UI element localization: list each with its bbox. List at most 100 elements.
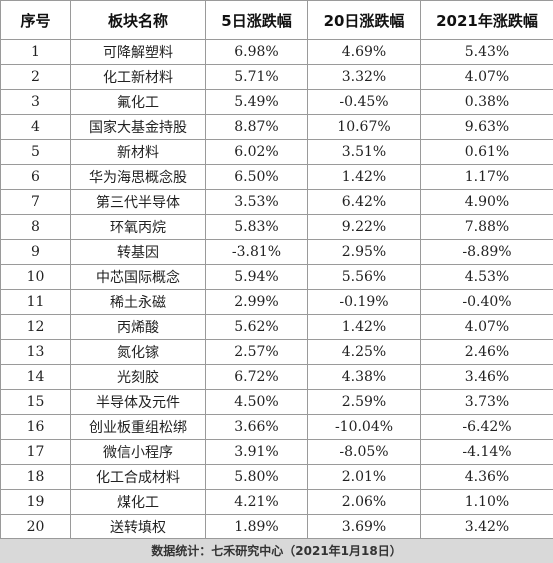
- row-index-cell: 16: [0, 414, 71, 440]
- change-5day-cell: 5.62%: [205, 314, 308, 340]
- row-index-cell: 20: [0, 514, 71, 540]
- row-index-cell: 9: [0, 239, 71, 265]
- row-index-cell: 17: [0, 439, 71, 465]
- change-20day-cell: 4.69%: [307, 39, 421, 65]
- change-5day-cell: 6.72%: [205, 364, 308, 390]
- sector-name-cell: 化工合成材料: [70, 464, 206, 490]
- sector-performance-table: 序号 板块名称 5日涨跌幅 20日涨跌幅 2021年涨跌幅 1 可降解塑料 6.98…: [0, 0, 553, 540]
- row-index-cell: 15: [0, 389, 71, 415]
- sector-name-cell: 丙烯酸: [70, 314, 206, 340]
- sector-name-cell: 光刻胶: [70, 364, 206, 390]
- table-row: 16 创业板重组松绑 3.66% -10.04% -6.42%: [0, 414, 553, 440]
- change-2021-cell: 3.46%: [420, 364, 553, 390]
- change-20day-cell: 4.38%: [307, 364, 421, 390]
- change-5day-cell: 5.80%: [205, 464, 308, 490]
- change-2021-cell: 4.90%: [420, 189, 553, 215]
- table-row: 17 微信小程序 3.91% -8.05% -4.14%: [0, 439, 553, 465]
- change-2021-cell: -4.14%: [420, 439, 553, 465]
- sector-name-cell: 氮化镓: [70, 339, 206, 365]
- change-20day-cell: 9.22%: [307, 214, 421, 240]
- change-2021-cell: -6.42%: [420, 414, 553, 440]
- change-2021-cell: 4.53%: [420, 264, 553, 290]
- change-2021-cell: 0.38%: [420, 89, 553, 115]
- change-5day-cell: 6.02%: [205, 139, 308, 165]
- change-20day-cell: -8.05%: [307, 439, 421, 465]
- table-row: 1 可降解塑料 6.98% 4.69% 5.43%: [0, 39, 553, 65]
- table-row: 2 化工新材料 5.71% 3.32% 4.07%: [0, 64, 553, 90]
- change-5day-cell: 3.53%: [205, 189, 308, 215]
- header-2021-change: 2021年涨跌幅: [420, 0, 553, 40]
- row-index-cell: 7: [0, 189, 71, 215]
- table-row: 9 转基因 -3.81% 2.95% -8.89%: [0, 239, 553, 265]
- sector-name-cell: 华为海思概念股: [70, 164, 206, 190]
- sector-name-cell: 微信小程序: [70, 439, 206, 465]
- change-2021-cell: -8.89%: [420, 239, 553, 265]
- row-index-cell: 13: [0, 339, 71, 365]
- change-20day-cell: 5.56%: [307, 264, 421, 290]
- change-20day-cell: -0.45%: [307, 89, 421, 115]
- change-20day-cell: 4.25%: [307, 339, 421, 365]
- change-5day-cell: 5.94%: [205, 264, 308, 290]
- sector-name-cell: 环氧丙烷: [70, 214, 206, 240]
- row-index-cell: 5: [0, 139, 71, 165]
- change-20day-cell: 2.01%: [307, 464, 421, 490]
- table-row: 3 氟化工 5.49% -0.45% 0.38%: [0, 89, 553, 115]
- sector-name-cell: 煤化工: [70, 489, 206, 515]
- table-row: 4 国家大基金持股 8.87% 10.67% 9.63%: [0, 114, 553, 140]
- change-20day-cell: 2.06%: [307, 489, 421, 515]
- table-row: 20 送转填权 1.89% 3.69% 3.42%: [0, 514, 553, 540]
- sector-name-cell: 化工新材料: [70, 64, 206, 90]
- row-index-cell: 18: [0, 464, 71, 490]
- table-row: 12 丙烯酸 5.62% 1.42% 4.07%: [0, 314, 553, 340]
- sector-name-cell: 第三代半导体: [70, 189, 206, 215]
- row-index-cell: 19: [0, 489, 71, 515]
- row-index-cell: 1: [0, 39, 71, 65]
- change-2021-cell: 1.17%: [420, 164, 553, 190]
- row-index-cell: 14: [0, 364, 71, 390]
- change-5day-cell: 4.21%: [205, 489, 308, 515]
- change-5day-cell: 8.87%: [205, 114, 308, 140]
- row-index-cell: 12: [0, 314, 71, 340]
- change-20day-cell: 2.95%: [307, 239, 421, 265]
- change-5day-cell: 5.49%: [205, 89, 308, 115]
- header-5day-change: 5日涨跌幅: [205, 0, 308, 40]
- table-row: 13 氮化镓 2.57% 4.25% 2.46%: [0, 339, 553, 365]
- change-20day-cell: 10.67%: [307, 114, 421, 140]
- table-row: 7 第三代半导体 3.53% 6.42% 4.90%: [0, 189, 553, 215]
- sector-name-cell: 中芯国际概念: [70, 264, 206, 290]
- sector-name-cell: 氟化工: [70, 89, 206, 115]
- table-row: 19 煤化工 4.21% 2.06% 1.10%: [0, 489, 553, 515]
- change-2021-cell: -0.40%: [420, 289, 553, 315]
- sector-name-cell: 创业板重组松绑: [70, 414, 206, 440]
- source-footer: 数据统计：七禾研究中心（2021年1月18日）: [0, 538, 553, 563]
- table-header-row: 序号 板块名称 5日涨跌幅 20日涨跌幅 2021年涨跌幅: [0, 0, 553, 40]
- change-2021-cell: 2.46%: [420, 339, 553, 365]
- change-20day-cell: 6.42%: [307, 189, 421, 215]
- change-2021-cell: 4.07%: [420, 314, 553, 340]
- sector-name-cell: 半导体及元件: [70, 389, 206, 415]
- change-20day-cell: -0.19%: [307, 289, 421, 315]
- row-index-cell: 4: [0, 114, 71, 140]
- change-5day-cell: 6.98%: [205, 39, 308, 65]
- change-5day-cell: 4.50%: [205, 389, 308, 415]
- table-row: 18 化工合成材料 5.80% 2.01% 4.36%: [0, 464, 553, 490]
- table-row: 6 华为海思概念股 6.50% 1.42% 1.17%: [0, 164, 553, 190]
- table-row: 8 环氧丙烷 5.83% 9.22% 7.88%: [0, 214, 553, 240]
- change-2021-cell: 1.10%: [420, 489, 553, 515]
- change-20day-cell: 1.42%: [307, 314, 421, 340]
- change-20day-cell: 3.51%: [307, 139, 421, 165]
- change-2021-cell: 4.07%: [420, 64, 553, 90]
- change-2021-cell: 4.36%: [420, 464, 553, 490]
- row-index-cell: 2: [0, 64, 71, 90]
- change-5day-cell: -3.81%: [205, 239, 308, 265]
- sector-name-cell: 送转填权: [70, 514, 206, 540]
- change-20day-cell: 3.32%: [307, 64, 421, 90]
- change-2021-cell: 5.43%: [420, 39, 553, 65]
- row-index-cell: 11: [0, 289, 71, 315]
- change-20day-cell: 2.59%: [307, 389, 421, 415]
- change-5day-cell: 1.89%: [205, 514, 308, 540]
- row-index-cell: 6: [0, 164, 71, 190]
- change-5day-cell: 5.83%: [205, 214, 308, 240]
- change-5day-cell: 5.71%: [205, 64, 308, 90]
